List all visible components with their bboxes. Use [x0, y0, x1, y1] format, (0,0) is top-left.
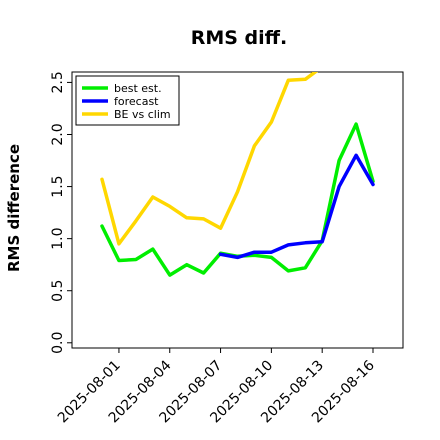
y-tick-label: 1.5	[50, 175, 66, 197]
y-tick-label: 2.0	[50, 123, 66, 145]
series-line-0	[100, 122, 375, 277]
series-line-1	[218, 153, 375, 260]
y-axis: 0.0 0.5 1.0 1.5 2.0 2.5	[50, 71, 72, 354]
legend-label: best est.	[114, 82, 162, 95]
y-tick-label: 0.0	[50, 332, 66, 354]
plot-area	[100, 72, 375, 277]
y-tick-label: 2.5	[50, 71, 66, 93]
chart-title: RMS diff.	[191, 27, 288, 49]
y-tick-label: 0.5	[50, 280, 66, 302]
series-line-2	[100, 72, 319, 246]
y-axis-label: RMS difference	[5, 144, 23, 272]
plot-frame	[71, 71, 404, 349]
y-tick-label: 1.0	[50, 228, 66, 250]
x-axis: 2025-08-012025-08-042025-08-072025-08-10…	[55, 348, 378, 426]
legend-label: forecast	[114, 95, 159, 108]
legend-label: BE vs clim	[114, 108, 171, 121]
